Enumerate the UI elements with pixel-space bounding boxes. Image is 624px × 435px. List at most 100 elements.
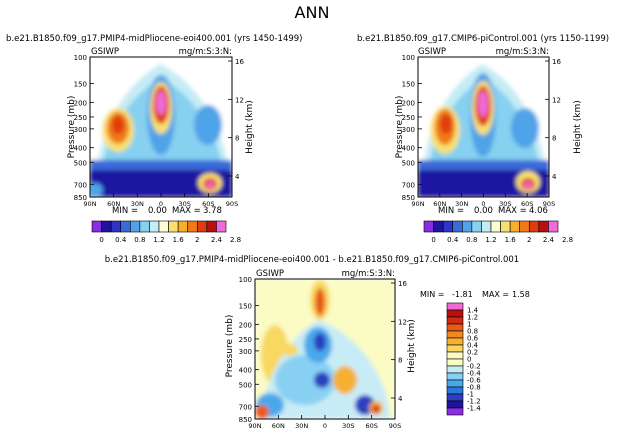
colorbar-label: -0.6 [467,377,481,385]
x-tick-label: 90S [389,422,401,430]
y-tick-label: 700 [74,181,87,189]
colorbar-label: 0 [99,236,103,244]
x-tick-label: 30N [455,200,468,208]
colorbar-label: -1.2 [467,398,481,406]
y-tick-label: 200 [74,99,87,107]
height-tick-label: 16 [552,58,561,66]
max-label: MAX = [482,290,509,299]
colorbar-label: 0 [431,236,435,244]
colorbar-label: -0.4 [467,370,481,378]
colorbar-label: 1.6 [505,236,517,244]
y-axis-label: Pressure (mb) [395,96,405,159]
x-tick-label: 60S [521,200,533,208]
colorbar-box [216,220,227,233]
y-tick-label: 300 [239,348,252,356]
x-tick-label: 90N [411,200,424,208]
colorbar-box [91,220,102,233]
colorbar-label: 0.8 [134,236,145,244]
height-tick-label: 4 [398,395,403,403]
colorbar-box [446,337,464,346]
colorbar-box [446,393,464,402]
min-value: 0.00 [148,206,167,216]
panel-right-label: mg/m:S:3:N: [342,269,395,279]
colorbar-box [446,344,464,353]
y-tick-label: 300 [74,126,87,134]
y-tick-label: 100 [74,54,87,62]
x-tick-label: 60N [433,200,446,208]
colorbar-box [481,220,492,233]
colorbar-label: 1.4 [467,307,479,315]
colorbar-label: -1.4 [467,405,481,413]
colorbar-box [168,220,179,233]
colorbar-label: 0.6 [467,335,479,343]
y-axis-label: Pressure (mb) [67,96,77,159]
colorbar-box [139,220,150,233]
colorbar-label: 2.4 [543,236,555,244]
y-axis-label: Pressure (mb) [225,315,235,378]
colorbar-box [452,220,463,233]
y-axis-right-label: Height (km) [407,319,417,373]
x-tick-label: 30S [178,200,190,208]
y-tick-label: 250 [74,114,87,122]
y-tick-label: 150 [74,81,87,89]
colorbar-box [423,220,434,233]
panel-difference: b.e21.B1850.f09_g17.PMIP4-midPliocene-eo… [105,255,530,430]
panel-midpliocene: b.e21.B1850.f09_g17.PMIP4-midPliocene-eo… [6,34,302,244]
contour-field [255,279,395,419]
x-tick-label: 60N [107,200,120,208]
x-tick-label: 0 [159,200,163,208]
x-tick-label: 30N [295,422,308,430]
x-tick-label: 60N [272,422,285,430]
y-tick-label: 700 [239,403,252,411]
panel-title: b.e21.B1850.f09_g17.PMIP4-midPliocene-eo… [6,34,302,44]
panel-left-label: GSIWP [418,47,446,57]
colorbar-label: 0.4 [447,236,459,244]
panel-right-label: mg/m:S:3:N: [496,47,549,57]
height-tick-label: 16 [235,58,244,66]
y-tick-label: 250 [402,114,415,122]
y-tick-label: 500 [74,159,87,167]
panel-left-label: GSIWP [91,47,119,57]
colorbar-box [446,323,464,332]
colorbar-box [110,220,122,233]
height-tick-label: 16 [398,280,407,288]
colorbar-box [149,220,160,233]
min-value: 0.00 [474,206,493,216]
y-tick-label: 850 [239,416,252,424]
colorbar-label: -0.8 [467,384,481,392]
y-tick-label: 850 [402,194,415,202]
max-value: 4.06 [529,206,548,216]
colorbar-label: 0.4 [115,236,127,244]
colorbar-box [446,407,464,416]
colorbar-box [442,220,454,233]
x-tick-label: 0 [481,200,485,208]
height-tick-label: 12 [398,318,407,326]
y-tick-label: 150 [239,303,252,311]
min-label: MIN = [112,206,138,216]
min-label: MIN = [438,206,464,216]
y-tick-label: 200 [239,321,252,329]
y-tick-label: 400 [402,145,415,153]
height-tick-label: 8 [552,135,556,143]
colorbar-box [538,220,549,233]
contour-field [90,57,232,197]
colorbar-box [461,220,473,233]
y-tick-label: 850 [74,194,87,202]
x-tick-label: 90N [83,200,96,208]
y-tick-label: 100 [239,276,252,284]
contour-field [418,57,549,197]
colorbar-box [471,220,482,233]
colorbar-box [500,220,511,233]
max-value: 1.58 [512,290,530,299]
x-tick-label: 60S [202,200,214,208]
colorbar-box [446,400,464,409]
colorbar-box [433,220,444,233]
y-tick-label: 400 [239,367,252,375]
colorbar-box [446,358,464,367]
colorbar-label: 2 [527,236,531,244]
colorbar-label: 1.2 [467,314,478,322]
y-tick-label: 500 [239,381,252,389]
height-tick-label: 8 [398,357,402,365]
colorbar-box [446,302,464,311]
